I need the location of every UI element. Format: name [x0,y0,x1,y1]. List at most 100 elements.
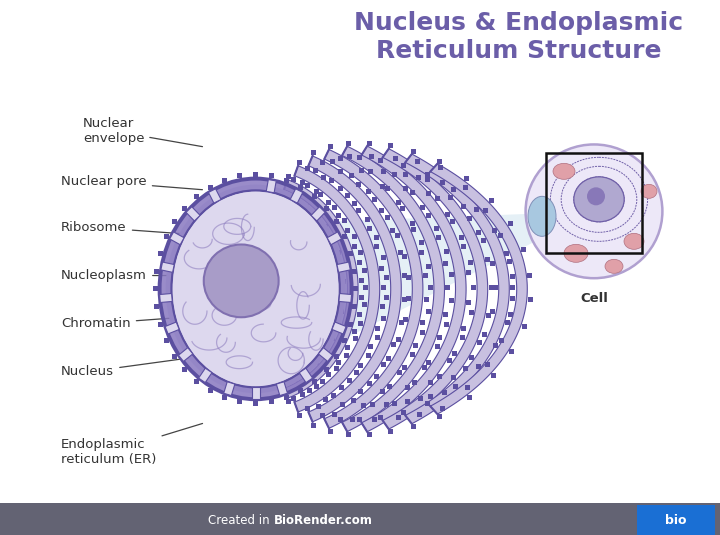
Text: Nucleus & Endoplasmic
Reticulum Structure: Nucleus & Endoplasmic Reticulum Structur… [354,11,683,64]
Bar [269,399,274,404]
Polygon shape [311,207,325,221]
Bar [194,194,199,199]
Bar [393,156,398,161]
Bar [415,159,420,164]
Bar [466,270,471,276]
Bar [311,423,316,427]
Bar [492,228,497,233]
Polygon shape [327,232,341,244]
Bar [437,414,442,419]
Bar [384,402,389,407]
Bar [323,349,328,354]
Bar [291,177,296,181]
Bar [348,251,354,256]
Bar [348,154,353,159]
Bar [434,226,439,231]
Bar [286,174,291,179]
Bar [339,309,344,314]
Polygon shape [161,262,174,272]
Bar [172,219,177,224]
Bar [504,251,509,256]
Bar [461,204,466,209]
Bar [339,385,344,389]
Bar [490,309,495,314]
Bar [367,226,372,232]
Polygon shape [165,322,179,334]
Bar [338,169,343,174]
Bar [364,217,369,222]
Bar [402,273,407,278]
Bar [307,388,312,393]
Bar [449,298,454,303]
Bar [330,337,335,341]
Polygon shape [324,149,423,429]
Bar [352,304,357,309]
Bar [340,402,345,408]
Polygon shape [170,232,184,244]
Bar [402,317,408,322]
Bar [316,403,321,409]
Bar [489,285,494,290]
Bar [477,340,482,346]
Bar [468,260,473,265]
Bar [320,174,325,180]
Bar [353,337,358,341]
Bar [402,186,408,191]
Bar [305,166,310,171]
Text: Nucleoplasm: Nucleoplasm [61,269,202,282]
Bar [336,250,341,255]
Bar [410,190,415,195]
Bar [423,273,428,278]
Polygon shape [318,348,333,362]
Bar [436,344,441,349]
Bar [346,432,351,437]
Bar [395,233,400,239]
Bar [396,200,400,205]
Ellipse shape [528,196,556,236]
Bar [465,385,470,391]
Bar [154,269,159,273]
Polygon shape [339,294,351,302]
Bar [385,215,390,219]
Bar [320,413,325,418]
Bar [375,326,380,331]
Bar [280,190,285,195]
Bar [363,285,368,290]
Bar [400,163,405,167]
Bar [300,180,305,185]
Bar [444,261,449,266]
Polygon shape [308,156,401,422]
Bar [313,168,318,173]
Polygon shape [342,146,444,432]
Bar [492,285,498,290]
Bar [314,384,319,388]
Bar [474,207,479,212]
Bar [387,356,392,361]
Bar [356,208,361,212]
Bar [366,141,372,146]
Polygon shape [266,180,276,193]
Bar [352,201,357,206]
Bar [420,330,426,335]
Bar [467,395,472,400]
Bar [426,191,431,196]
Bar [423,297,428,302]
Bar [346,378,351,383]
Bar [486,313,491,318]
Bar [182,205,187,211]
Bar [332,205,337,210]
Bar [471,285,476,290]
Bar [402,296,407,302]
Bar [390,228,395,233]
Bar [411,424,416,429]
Ellipse shape [564,244,588,262]
Bar [382,170,387,174]
Bar [374,235,379,240]
Bar [305,184,310,188]
Bar [284,395,289,400]
Polygon shape [300,368,312,383]
Bar [400,205,405,211]
Bar [510,274,515,279]
Bar [336,360,341,364]
Bar [395,415,400,419]
